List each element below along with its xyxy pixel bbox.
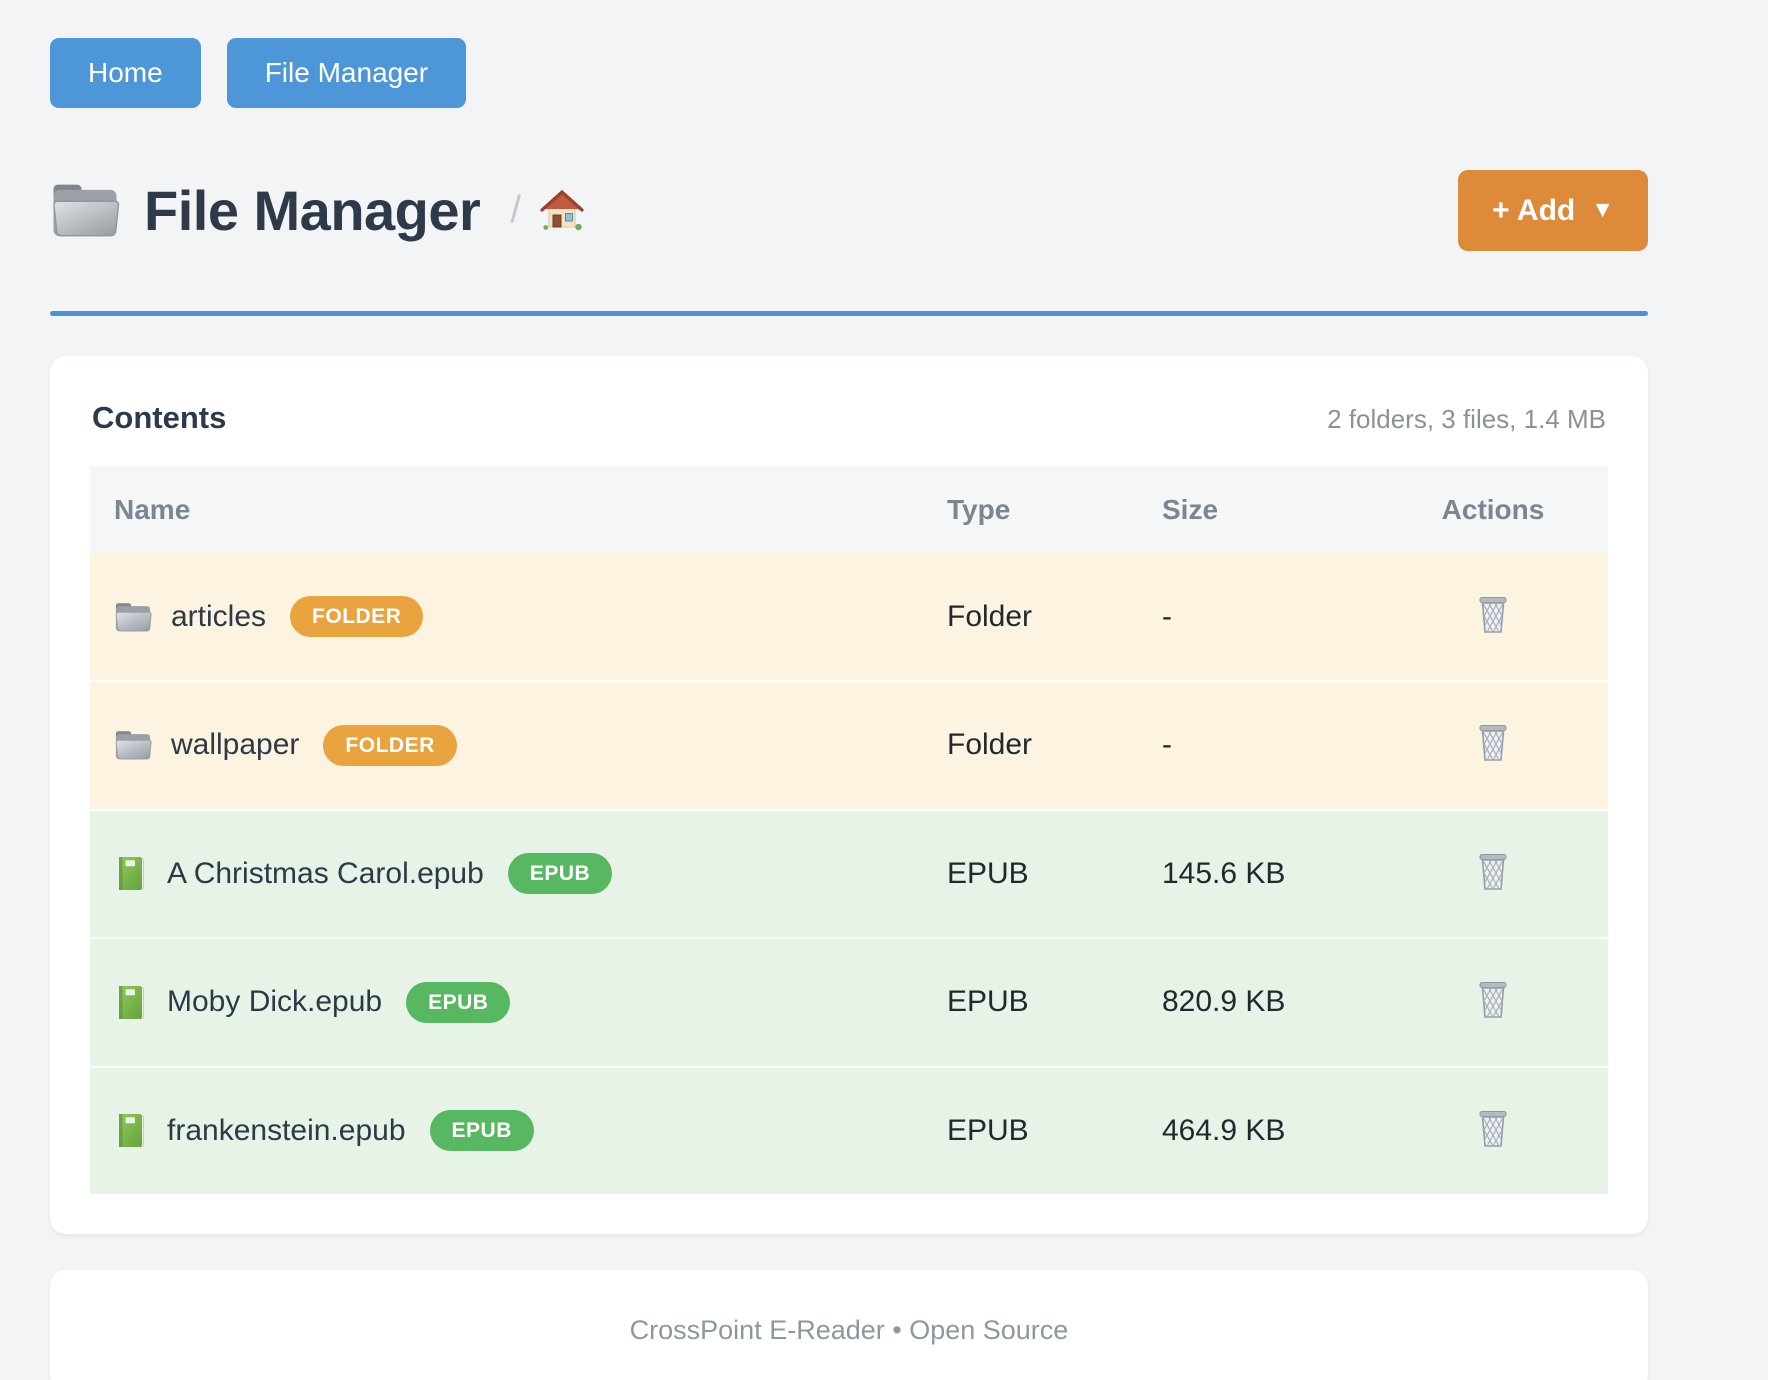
table-row[interactable]: Moby Dick.epub EPUB EPUB 820.9 KB xyxy=(90,937,1608,1067)
home-button[interactable]: Home xyxy=(50,38,201,108)
delete-button[interactable] xyxy=(1469,849,1517,893)
size-cell: 145.6 KB xyxy=(1138,808,1378,939)
page-title: File Manager xyxy=(144,178,481,242)
type-cell: EPUB xyxy=(923,808,1138,939)
delete-button[interactable] xyxy=(1469,720,1517,764)
green-book-icon xyxy=(114,855,148,892)
column-header-actions: Actions xyxy=(1378,465,1608,554)
folder-badge: FOLDER xyxy=(323,724,457,766)
type-cell: EPUB xyxy=(923,937,1138,1067)
file-name[interactable]: A Christmas Carol.epub xyxy=(167,856,484,890)
header-divider xyxy=(50,310,1648,316)
column-header-type: Type xyxy=(923,465,1138,554)
file-name[interactable]: articles xyxy=(171,599,267,633)
trash-icon xyxy=(1475,979,1511,1019)
add-button-label: + Add xyxy=(1492,193,1576,227)
size-cell: - xyxy=(1138,680,1378,810)
top-nav: Home File Manager xyxy=(50,0,1648,108)
file-name[interactable]: wallpaper xyxy=(171,728,300,762)
folder-icon xyxy=(114,728,152,762)
footer-text: CrossPoint E-Reader • Open Source xyxy=(629,1315,1069,1346)
add-button[interactable]: + Add ▼ xyxy=(1458,169,1648,251)
table-header-row: Name Type Size Actions xyxy=(90,465,1608,554)
column-header-name: Name xyxy=(90,465,923,554)
type-cell: Folder xyxy=(923,553,1138,682)
table-row[interactable]: articles FOLDER Folder - xyxy=(90,553,1608,682)
trash-icon xyxy=(1475,722,1511,762)
column-header-size: Size xyxy=(1138,465,1378,554)
epub-badge: EPUB xyxy=(507,853,613,895)
contents-card: Contents 2 folders, 3 files, 1.4 MB Name… xyxy=(50,355,1648,1235)
green-book-icon xyxy=(114,1112,148,1149)
contents-card-header: Contents 2 folders, 3 files, 1.4 MB xyxy=(90,394,1608,436)
green-book-icon xyxy=(114,984,148,1021)
page: Home File Manager File Manager / + Add ▼… xyxy=(50,0,1648,1380)
type-cell: EPUB xyxy=(923,1065,1138,1195)
file-name[interactable]: Moby Dick.epub xyxy=(167,985,383,1019)
table-row[interactable]: A Christmas Carol.epub EPUB EPUB 145.6 K… xyxy=(90,808,1608,939)
delete-button[interactable] xyxy=(1469,1106,1517,1150)
delete-button[interactable] xyxy=(1469,592,1517,636)
breadcrumb-separator: / xyxy=(510,188,521,231)
size-cell: - xyxy=(1138,553,1378,682)
table-row[interactable]: frankenstein.epub EPUB EPUB 464.9 KB xyxy=(90,1065,1608,1195)
delete-button[interactable] xyxy=(1469,977,1517,1021)
contents-heading: Contents xyxy=(92,399,227,435)
epub-badge: EPUB xyxy=(406,981,511,1023)
epub-badge: EPUB xyxy=(429,1110,534,1152)
folder-badge: FOLDER xyxy=(290,596,424,638)
trash-icon xyxy=(1475,851,1511,891)
contents-summary: 2 folders, 3 files, 1.4 MB xyxy=(1327,403,1606,434)
trash-icon xyxy=(1475,594,1511,634)
footer: CrossPoint E-Reader • Open Source xyxy=(50,1270,1648,1380)
file-manager-button[interactable]: File Manager xyxy=(226,38,467,108)
chevron-down-icon: ▼ xyxy=(1591,196,1614,223)
size-cell: 464.9 KB xyxy=(1138,1065,1378,1195)
file-table: Name Type Size Actions articles FOLDER xyxy=(90,465,1608,1195)
table-row[interactable]: wallpaper FOLDER Folder - xyxy=(90,680,1608,810)
home-icon[interactable] xyxy=(539,187,585,233)
folder-icon xyxy=(114,600,152,634)
trash-icon xyxy=(1475,1108,1511,1148)
type-cell: Folder xyxy=(923,680,1138,810)
size-cell: 820.9 KB xyxy=(1138,937,1378,1067)
page-header: File Manager / + Add ▼ xyxy=(50,169,1648,251)
folder-icon xyxy=(50,180,120,240)
file-name[interactable]: frankenstein.epub xyxy=(167,1113,406,1147)
